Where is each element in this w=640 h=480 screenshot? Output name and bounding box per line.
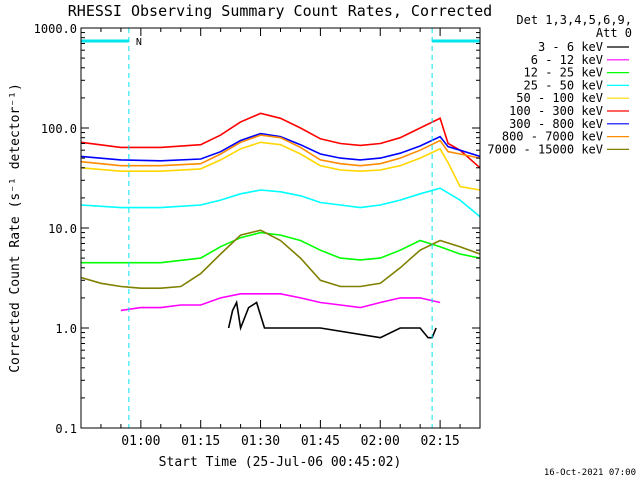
x-tick-label-5: 02:15 xyxy=(421,434,460,449)
series-line-6 xyxy=(80,132,481,162)
series-line-8 xyxy=(80,229,481,290)
legend-header-line-1: Det 1,3,4,5,6,9, xyxy=(516,13,632,27)
legend-label-2: 12 - 25 keV xyxy=(524,66,603,80)
series-line-4 xyxy=(80,141,481,191)
legend-label-7: 800 - 7000 keV xyxy=(502,130,603,144)
x-axis-label: Start Time (25-Jul-06 00:45:02) xyxy=(159,455,402,470)
series-line-5 xyxy=(80,112,481,169)
y-tick-label-4: 1000.0 xyxy=(34,22,77,36)
x-tick-label-3: 01:45 xyxy=(301,434,340,449)
y-tick-label-0: 0.1 xyxy=(55,422,77,436)
series-line-7 xyxy=(80,134,481,167)
flag-label: N xyxy=(136,37,142,48)
legend-label-0: 3 - 6 keV xyxy=(538,40,603,54)
y-axis-label: Corrected Count Rate (s⁻¹ detector⁻¹) xyxy=(8,83,23,373)
x-tick-label-0: 01:00 xyxy=(121,434,160,449)
series-line-0 xyxy=(227,299,437,339)
y-tick-label-2: 10.0 xyxy=(48,222,77,236)
legend-label-6: 300 - 800 keV xyxy=(509,117,603,131)
series-line-2 xyxy=(81,231,481,264)
x-tick-label-2: 01:30 xyxy=(241,434,280,449)
legend-label-8: 7000 - 15000 keV xyxy=(487,142,603,156)
x-tick-label-1: 01:15 xyxy=(181,434,220,449)
x-tick-label-4: 02:00 xyxy=(361,434,400,449)
legend-label-5: 100 - 300 keV xyxy=(509,104,603,118)
y-tick-label-1: 1.0 xyxy=(55,322,77,336)
axes: 0.1 1.0 10.0 100.0 1000.0 01:00 01:15 01:30 01:4… xyxy=(34,22,481,449)
chart-title: RHESSI Observing Summary Count Rates, Co… xyxy=(68,2,492,20)
series-line-1 xyxy=(120,292,441,312)
legend-label-1: 6 - 12 keV xyxy=(531,53,603,67)
plot-frame xyxy=(80,27,481,429)
y-tick-label-3: 100.0 xyxy=(41,122,77,136)
legend-label-4: 50 - 100 keV xyxy=(516,91,603,105)
generated-timestamp: 16-Oct-2021 07:00 xyxy=(544,468,636,478)
plot-area: N xyxy=(80,28,481,428)
series-line-3 xyxy=(80,187,481,218)
legend-label-3: 25 - 50 keV xyxy=(524,78,603,92)
legend-header-line-2: Att 0 xyxy=(596,26,632,40)
